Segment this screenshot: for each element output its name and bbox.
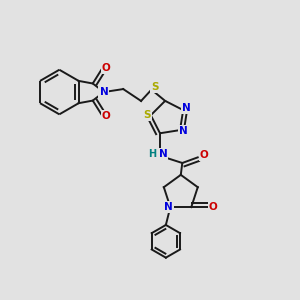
Text: N: N <box>159 149 167 159</box>
Text: O: O <box>200 150 208 160</box>
Text: S: S <box>151 82 159 92</box>
Text: O: O <box>102 63 110 73</box>
Text: O: O <box>102 111 110 121</box>
Text: N: N <box>182 103 191 113</box>
Text: S: S <box>143 110 151 120</box>
Text: N: N <box>164 202 173 212</box>
Text: N: N <box>100 87 108 97</box>
Text: H: H <box>148 149 157 159</box>
Text: N: N <box>179 126 188 136</box>
Text: O: O <box>208 202 217 212</box>
